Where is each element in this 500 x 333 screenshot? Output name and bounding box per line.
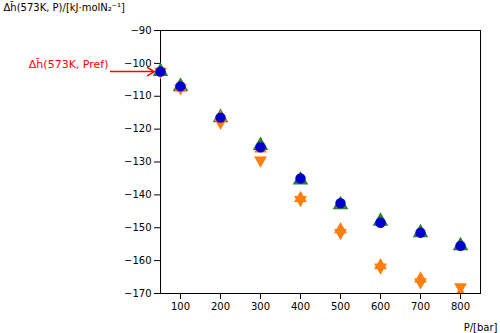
svg-text:−90: −90 (130, 25, 151, 36)
svg-text:P/[bar]: P/[bar] (464, 322, 498, 333)
svg-text:200: 200 (211, 301, 230, 312)
svg-text:−140: −140 (124, 189, 151, 200)
svg-text:800: 800 (451, 301, 470, 312)
svg-text:700: 700 (411, 301, 430, 312)
svg-text:400: 400 (291, 301, 310, 312)
svg-text:−100: −100 (124, 57, 152, 69)
svg-text:−120: −120 (124, 123, 151, 134)
svg-text:100: 100 (171, 301, 190, 312)
svg-text:500: 500 (331, 301, 350, 312)
svg-text:600: 600 (371, 301, 390, 312)
svg-text:Δh̄(573K, Pref): Δh̄(573K, Pref) (29, 58, 109, 71)
svg-text:−170: −170 (124, 288, 151, 299)
svg-text:−110: −110 (124, 90, 151, 101)
svg-text:−160: −160 (124, 255, 151, 266)
svg-text:Δh̄(573K, P)/[kJ·molN₂⁻¹]: Δh̄(573K, P)/[kJ·molN₂⁻¹] (4, 1, 126, 13)
svg-text:−150: −150 (124, 222, 151, 233)
svg-text:300: 300 (251, 301, 270, 312)
svg-text:−130: −130 (124, 156, 151, 167)
